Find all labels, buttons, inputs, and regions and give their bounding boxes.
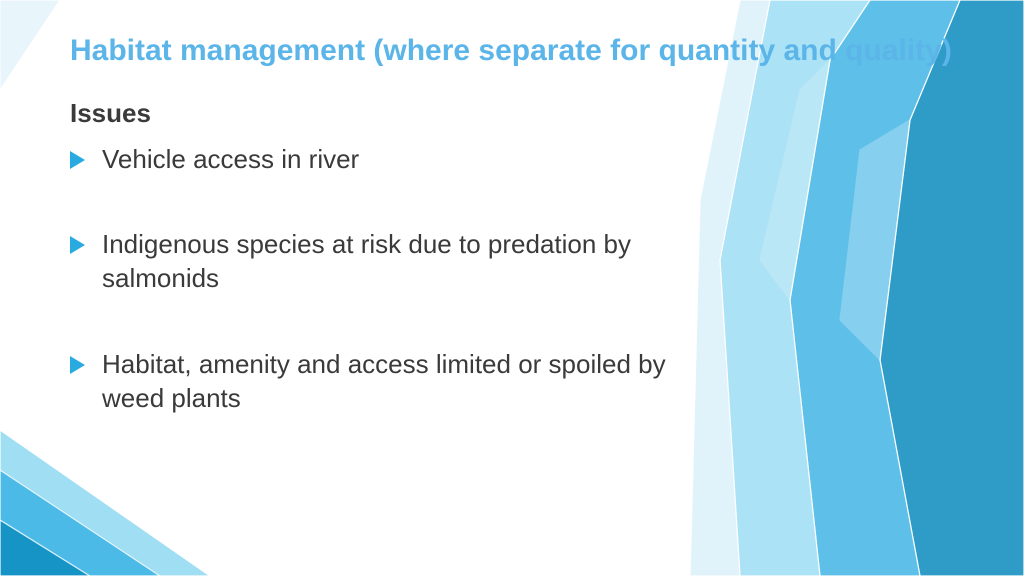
slide-title: Habitat management (where separate for q… — [70, 32, 954, 70]
list-item: Indigenous species at risk due to predat… — [70, 228, 710, 296]
slide-subheading: Issues — [70, 98, 954, 129]
list-item: Habitat, amenity and access limited or s… — [70, 348, 710, 416]
list-item: Vehicle access in river — [70, 143, 710, 177]
slide-content: Habitat management (where separate for q… — [0, 0, 1024, 415]
slide: Habitat management (where separate for q… — [0, 0, 1024, 576]
bullet-list: Vehicle access in river Indigenous speci… — [70, 143, 710, 416]
